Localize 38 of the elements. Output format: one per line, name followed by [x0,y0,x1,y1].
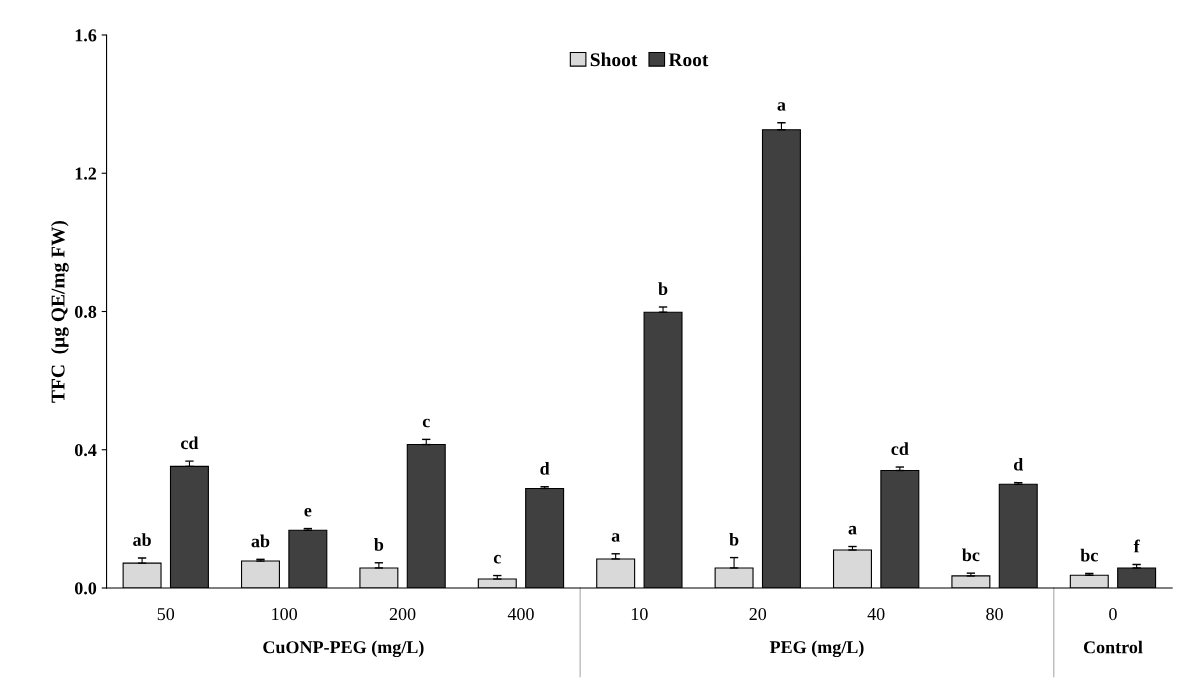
y-tick-label: 1.2 [75,167,97,180]
data-label: ab [133,533,151,546]
x-tick-label: 80 [986,607,1003,621]
x-tick-label: 100 [272,607,298,621]
y-tick-label: 0.8 [74,305,97,319]
data-label: b [658,282,668,296]
y-tick-label: 1.6 [75,29,97,42]
x-tick-label: 0 [1109,607,1117,621]
x-tick-label: 400 [507,607,534,621]
data-label: a [777,102,786,111]
x-tick-label: 200 [389,607,416,621]
data-label: a [611,533,620,542]
data-label: cd [181,436,199,450]
text: CuONP-PEG (mg/L) [263,640,424,658]
data-label: b [374,538,384,551]
x-tick-label: 50 [157,607,175,621]
x-tick-label: 10 [631,607,648,621]
data-label: c [422,418,430,428]
data-label: d [540,462,550,475]
data-label: a [848,525,857,535]
text: Control [1083,640,1143,654]
legend-label: Shoot [590,52,638,67]
data-label: f [1133,539,1140,553]
data-label: d [1013,457,1024,471]
data-label: bc [962,548,980,562]
data-label: bc [1080,548,1098,562]
x-tick-label: 40 [867,607,885,621]
data-label: e [304,507,312,517]
y-tick-label: 0.0 [74,582,97,595]
data-label: b [729,532,739,546]
y-tick-label: 0.4 [74,444,97,457]
y-axis-title: TFC (µg QE/mg FW) [50,220,69,403]
text: PEG (mg/L) [769,640,864,658]
data-label: c [493,554,501,564]
data-label: ab [251,534,270,548]
data-label: cd [891,442,909,456]
x-tick-label: 20 [749,607,767,621]
legend-label: Root [668,53,709,67]
